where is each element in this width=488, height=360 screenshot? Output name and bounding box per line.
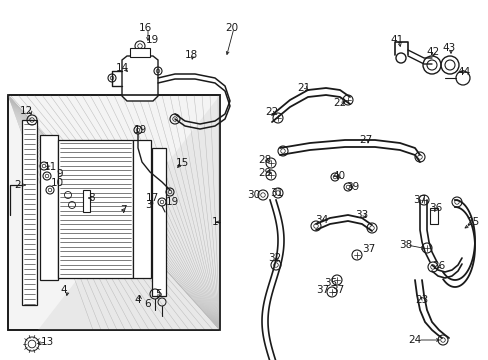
Text: 19: 19 xyxy=(145,35,158,45)
Polygon shape xyxy=(122,56,158,101)
Text: 27: 27 xyxy=(359,135,372,145)
Text: 36: 36 xyxy=(428,203,442,213)
Text: 12: 12 xyxy=(20,106,33,116)
Text: 28: 28 xyxy=(258,155,271,165)
Text: 35: 35 xyxy=(324,278,337,288)
Text: 37: 37 xyxy=(412,195,426,205)
Bar xyxy=(58,140,133,278)
Text: 21: 21 xyxy=(297,83,310,93)
Text: 15: 15 xyxy=(175,158,188,168)
Text: 43: 43 xyxy=(442,43,455,53)
Text: 8: 8 xyxy=(88,193,95,203)
Text: 22: 22 xyxy=(265,107,278,117)
Text: 39: 39 xyxy=(346,182,359,192)
Text: 44: 44 xyxy=(456,67,469,77)
Bar xyxy=(40,135,58,280)
Bar xyxy=(8,95,220,330)
Text: 19: 19 xyxy=(165,197,178,207)
Text: 29: 29 xyxy=(258,168,271,178)
Text: 5: 5 xyxy=(154,289,161,299)
Text: 42: 42 xyxy=(426,47,439,57)
Text: 6: 6 xyxy=(144,299,151,309)
Text: 32: 32 xyxy=(268,253,281,263)
Text: 2: 2 xyxy=(15,180,21,190)
Text: 11: 11 xyxy=(43,162,57,172)
Text: 34: 34 xyxy=(315,215,328,225)
Text: 20: 20 xyxy=(225,23,238,33)
Text: 17: 17 xyxy=(145,193,158,203)
Text: 19: 19 xyxy=(133,125,146,135)
Bar xyxy=(133,140,151,278)
Text: 13: 13 xyxy=(41,337,54,347)
Bar xyxy=(83,190,90,212)
Text: 18: 18 xyxy=(184,50,197,60)
Text: 24: 24 xyxy=(407,335,421,345)
Text: 14: 14 xyxy=(115,63,128,73)
Polygon shape xyxy=(38,95,220,330)
Text: 26: 26 xyxy=(431,261,445,271)
Text: 30: 30 xyxy=(247,190,260,200)
Bar xyxy=(8,95,220,330)
Text: 10: 10 xyxy=(50,178,63,188)
Bar xyxy=(152,148,165,296)
Text: 7: 7 xyxy=(120,205,126,215)
Text: 25: 25 xyxy=(466,217,479,227)
Text: 9: 9 xyxy=(57,169,63,179)
Text: 3: 3 xyxy=(144,200,151,210)
Bar xyxy=(130,48,150,57)
Text: 16: 16 xyxy=(138,23,151,33)
Text: 4: 4 xyxy=(134,295,141,305)
Text: 40: 40 xyxy=(332,171,345,181)
Text: 37: 37 xyxy=(316,285,329,295)
Bar xyxy=(429,208,437,224)
Text: 33: 33 xyxy=(355,210,368,220)
Text: 41: 41 xyxy=(389,35,403,45)
Text: 23: 23 xyxy=(414,295,428,305)
Text: 22: 22 xyxy=(333,98,346,108)
Text: 38: 38 xyxy=(399,240,412,250)
Bar xyxy=(22,120,37,305)
Text: 1: 1 xyxy=(211,217,218,227)
Text: 37: 37 xyxy=(362,244,375,254)
Text: 4: 4 xyxy=(61,285,67,295)
Text: 37: 37 xyxy=(331,285,344,295)
Text: 31: 31 xyxy=(270,188,283,198)
